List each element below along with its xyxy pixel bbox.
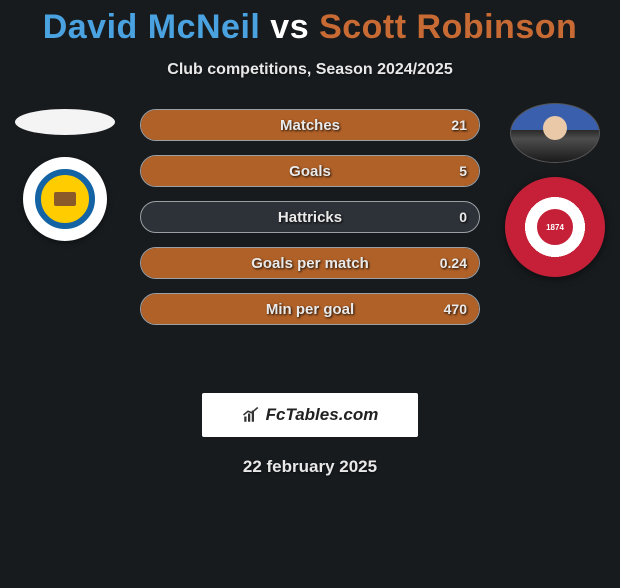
stat-bar: Min per goal 470 <box>140 293 480 325</box>
club-crest-left <box>23 157 107 241</box>
stat-bar: Matches 21 <box>140 109 480 141</box>
crest-year: 1874 <box>546 223 564 232</box>
player-photo-left <box>15 109 115 135</box>
ship-icon <box>54 192 76 206</box>
title-vs: vs <box>270 8 309 46</box>
stat-bars: Matches 21 Goals 5 Hattricks 0 Goals per match… <box>140 109 480 325</box>
club-crest-right: 1874 <box>505 177 605 277</box>
stat-value-right: 0 <box>459 209 467 225</box>
stat-label: Min per goal <box>266 301 354 318</box>
date-label: 22 february 2025 <box>0 457 620 477</box>
player-photo-right <box>510 103 600 163</box>
chart-icon <box>242 406 260 424</box>
stat-value-right: 470 <box>444 301 467 317</box>
right-column: 1874 <box>500 103 610 277</box>
title-player2: Scott Robinson <box>319 8 577 46</box>
stat-bar: Goals 5 <box>140 155 480 187</box>
club-crest-right-inner: 1874 <box>534 206 576 248</box>
club-crest-left-inner <box>35 169 95 229</box>
stat-label: Matches <box>280 117 340 134</box>
stat-value-right: 5 <box>459 163 467 179</box>
stat-label: Hattricks <box>278 209 342 226</box>
left-column <box>10 103 120 241</box>
title-player1: David McNeil <box>43 8 261 46</box>
branding-text: FcTables.com <box>266 405 379 425</box>
page-title: David McNeil vs Scott Robinson <box>0 8 620 47</box>
stat-label: Goals <box>289 163 331 180</box>
stat-value-right: 21 <box>451 117 467 133</box>
stat-label: Goals per match <box>251 255 369 272</box>
branding-badge: FcTables.com <box>202 393 418 437</box>
subtitle: Club competitions, Season 2024/2025 <box>0 61 620 79</box>
stat-bar: Goals per match 0.24 <box>140 247 480 279</box>
comparison-area: 1874 Matches 21 Goals 5 Hattricks 0 Goals per … <box>0 109 620 369</box>
stat-bar: Hattricks 0 <box>140 201 480 233</box>
stat-value-right: 0.24 <box>440 255 467 271</box>
